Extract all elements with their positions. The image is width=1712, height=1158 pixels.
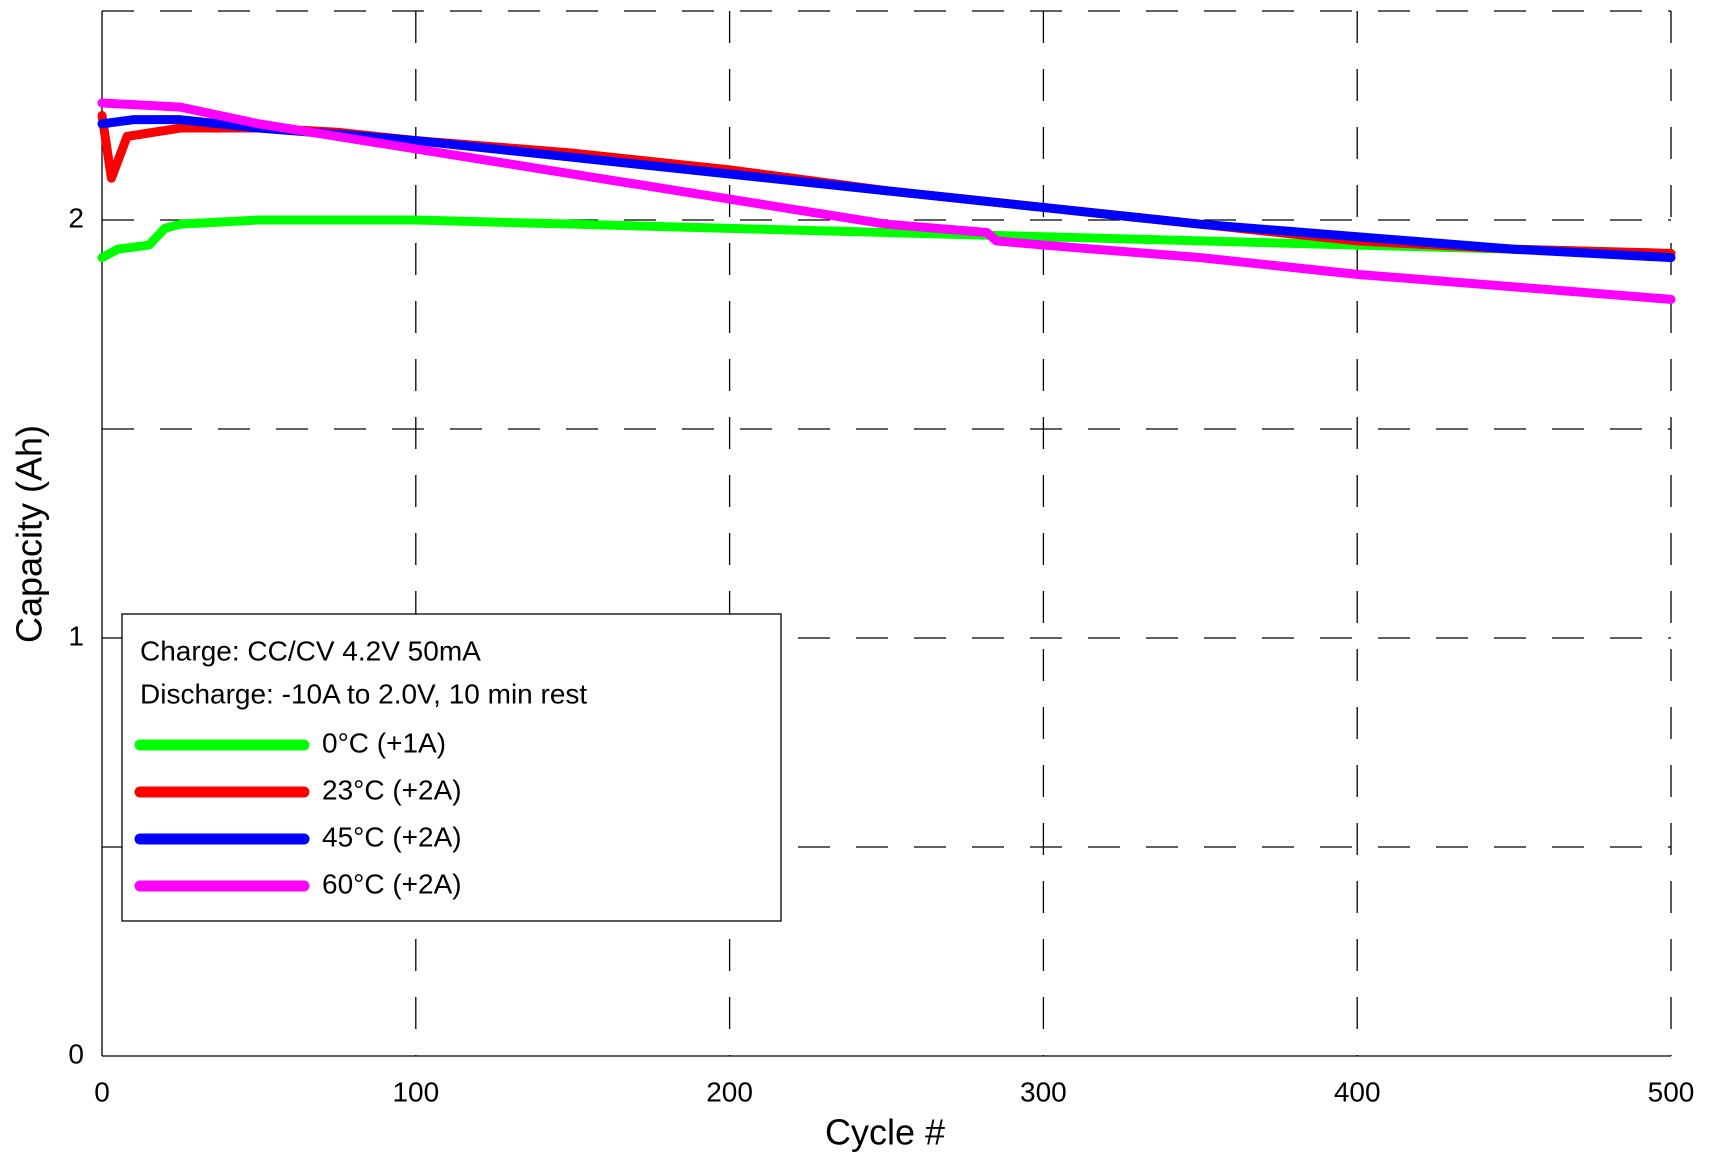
x-tick-label: 200	[706, 1076, 753, 1107]
series-line	[97, 215, 1676, 263]
legend-label: 0°C (+1A)	[322, 727, 446, 758]
x-tick-label: 400	[1334, 1076, 1381, 1107]
y-tick-label: 2	[68, 202, 84, 233]
x-tick-label: 500	[1648, 1076, 1695, 1107]
legend-label: 23°C (+2A)	[322, 774, 462, 805]
x-tick-label: 300	[1020, 1076, 1067, 1107]
legend-label: 45°C (+2A)	[322, 821, 462, 852]
y-tick-label: 0	[68, 1038, 84, 1069]
annotation: Charge: CC/CV 4.2V 50mA	[140, 635, 481, 666]
x-tick-label: 0	[94, 1076, 110, 1107]
y-axis-label: Capacity (Ah)	[9, 425, 50, 643]
x-axis-label: Cycle #	[825, 1112, 945, 1153]
series-line	[97, 115, 1676, 263]
y-tick-label: 1	[68, 620, 84, 651]
x-tick-label: 100	[392, 1076, 439, 1107]
annotation: Discharge: -10A to 2.0V, 10 min rest	[140, 678, 587, 709]
legend-box	[121, 613, 782, 922]
series-line	[97, 98, 1676, 304]
legend-label: 60°C (+2A)	[322, 868, 462, 899]
